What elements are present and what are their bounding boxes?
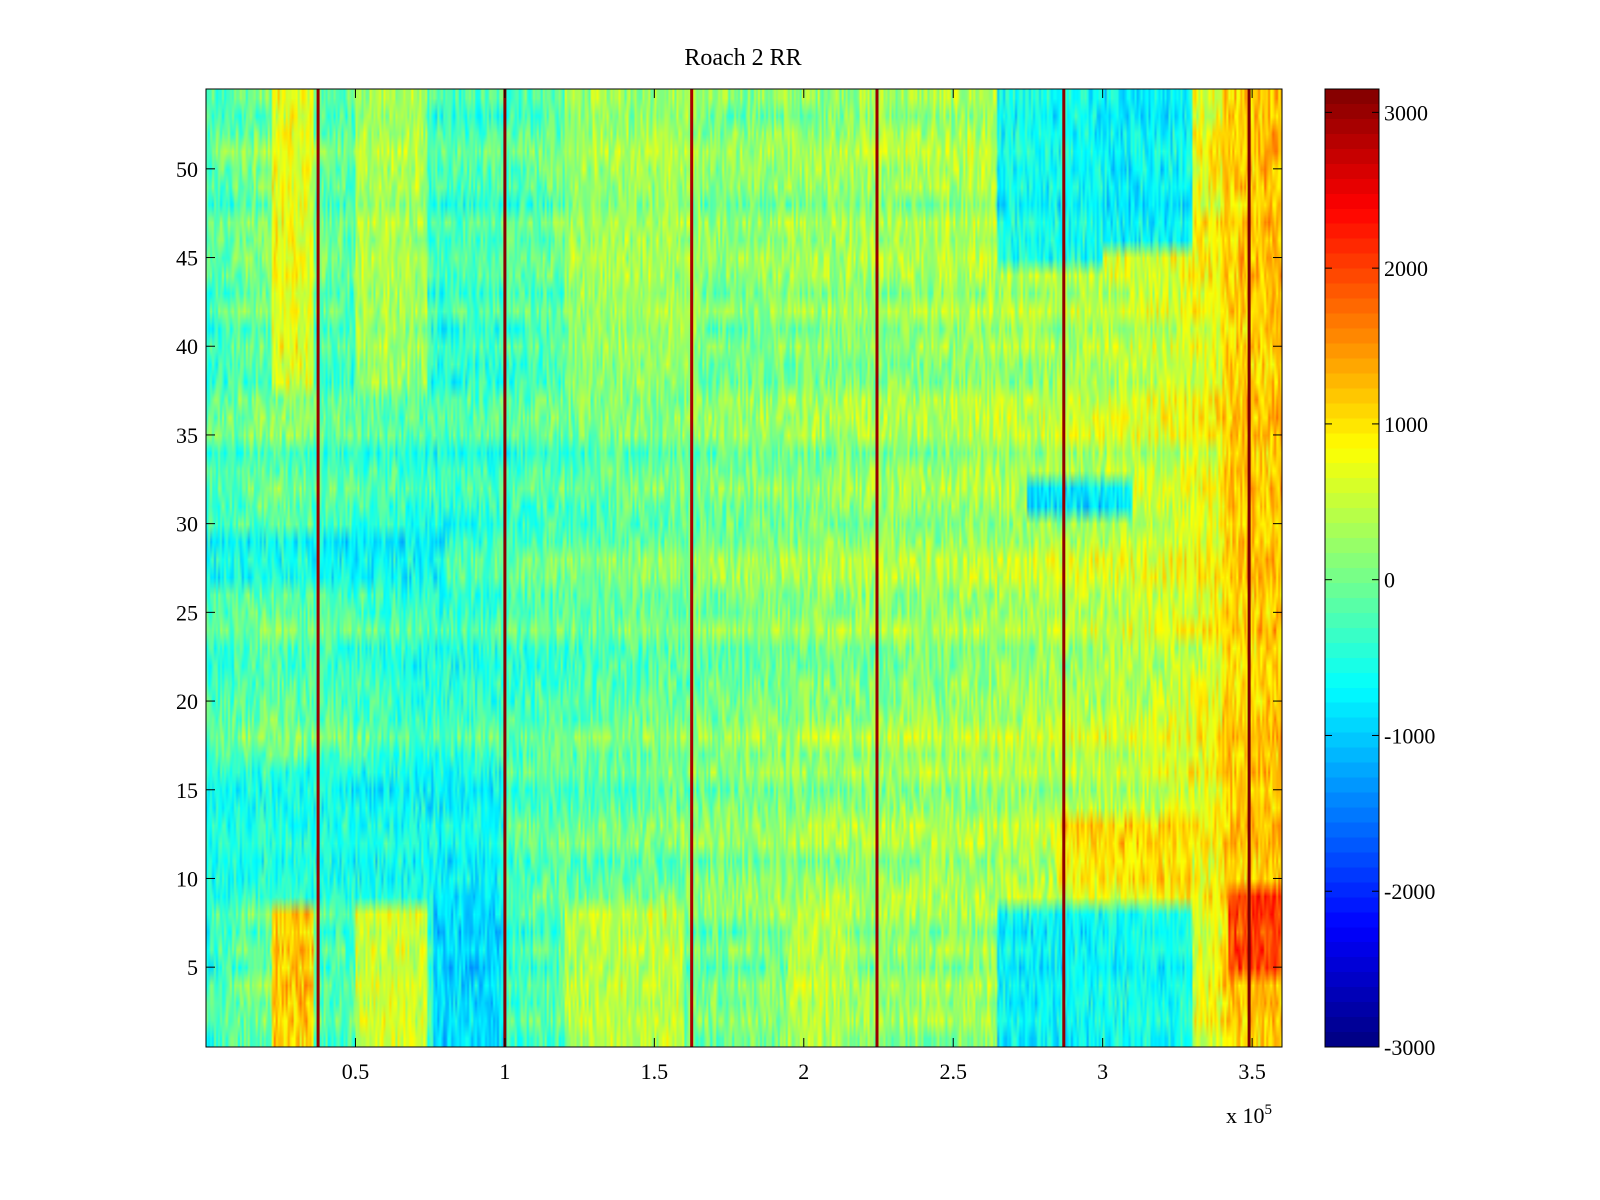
spike-line-6 — [1247, 89, 1251, 1047]
spike-line-3 — [690, 89, 694, 1047]
x-axis: 0.5 1 1.5 2 2.5 3 3.5 — [342, 89, 1266, 1084]
x-axis-exponent-base: x 10 — [1226, 1103, 1265, 1128]
y-tick-label: 40 — [176, 334, 198, 359]
x-tick-label: 2 — [798, 1059, 809, 1084]
colorbar-tick-label: 3000 — [1384, 100, 1428, 125]
colorbar: 3000 2000 1000 0 -1000 -2000 -3000 — [1324, 88, 1435, 1060]
x-axis-exponent-power: 5 — [1265, 1102, 1273, 1118]
x-tick-label: 0.5 — [342, 1059, 370, 1084]
y-axis: 5 10 15 20 25 30 35 40 45 50 — [176, 157, 1282, 980]
y-tick-label: 25 — [176, 600, 198, 625]
plot-area — [205, 88, 1283, 1048]
colorbar-tick-label: 1000 — [1384, 412, 1428, 437]
heatmap-image — [206, 89, 1282, 1047]
spike-line-5 — [1062, 89, 1066, 1047]
y-tick-label: 30 — [176, 512, 198, 537]
colorbar-frame — [1324, 88, 1380, 1048]
x-axis-exponent: x 105 — [1226, 1102, 1272, 1128]
spike-line-2 — [503, 89, 507, 1047]
y-tick-label: 20 — [176, 689, 198, 714]
colorbar-tick-label: 2000 — [1384, 256, 1428, 281]
y-tick-label: 15 — [176, 778, 198, 803]
colorbar-tick-label: 0 — [1384, 568, 1395, 593]
colorbar-tick-label: -3000 — [1384, 1035, 1435, 1060]
x-tick-label: 2.5 — [939, 1059, 967, 1084]
spike-line-4 — [875, 89, 879, 1047]
x-tick-label: 1 — [499, 1059, 510, 1084]
x-tick-label: 3 — [1097, 1059, 1108, 1084]
y-tick-label: 45 — [176, 246, 198, 271]
colorbar-gradient — [1325, 89, 1379, 1047]
y-tick-label: 50 — [176, 157, 198, 182]
y-tick-label: 5 — [187, 955, 198, 980]
colorbar-tick-label: -1000 — [1384, 723, 1435, 748]
colorbar-tick-label: -2000 — [1384, 879, 1435, 904]
colorbar-ticks: 3000 2000 1000 0 -1000 -2000 -3000 — [1325, 100, 1435, 1060]
chart-title: Roach 2 RR — [684, 45, 801, 71]
x-tick-label: 1.5 — [641, 1059, 669, 1084]
y-tick-label: 35 — [176, 423, 198, 448]
plot-frame — [205, 88, 1283, 1048]
x-tick-label: 3.5 — [1238, 1059, 1266, 1084]
y-tick-label: 10 — [176, 866, 198, 891]
spike-line-1 — [316, 89, 320, 1047]
